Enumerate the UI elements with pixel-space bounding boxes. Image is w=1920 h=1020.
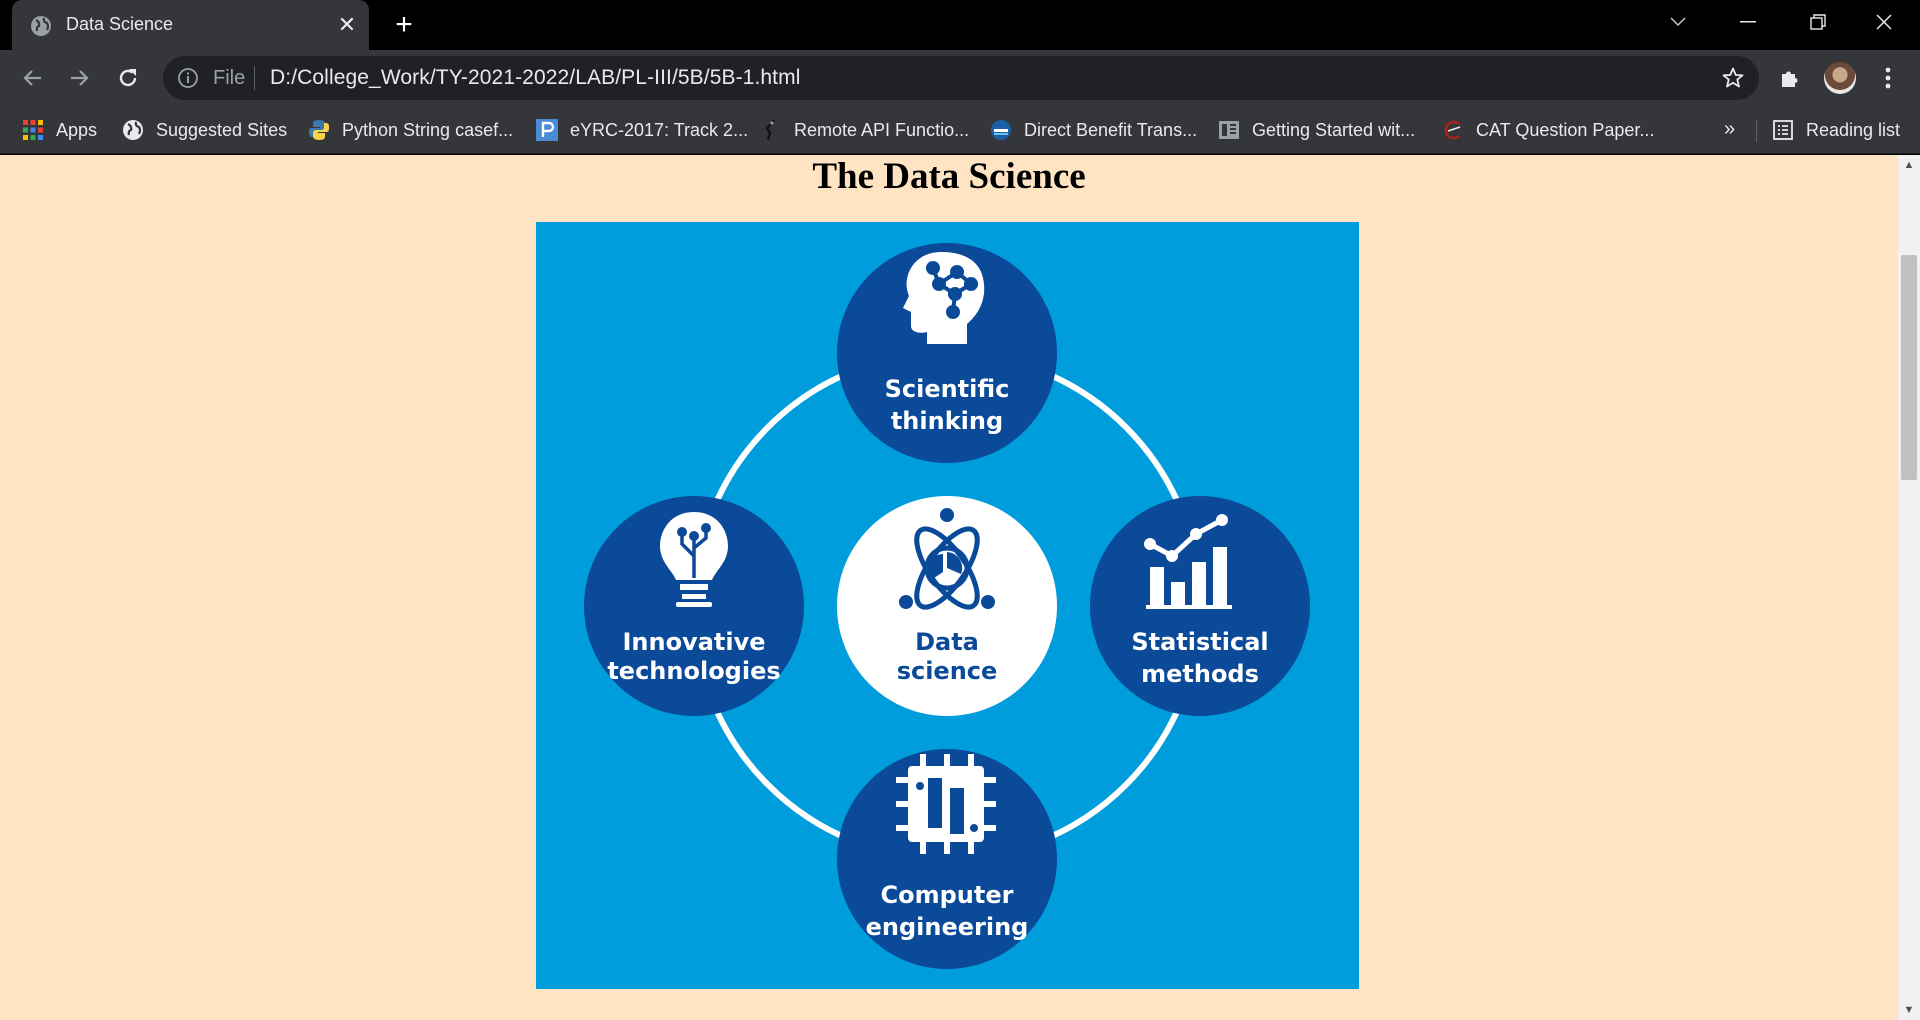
tab-strip: Data Science ✕ + — [0, 0, 1920, 51]
node-label-line1: Computer — [881, 881, 1014, 909]
node-innovative-technologies: Innovative technologies — [584, 496, 804, 716]
page-scrollbar[interactable]: ▲ ▼ — [1898, 155, 1920, 1020]
bookmark-getting-started[interactable]: Getting Started wit... — [1218, 116, 1415, 144]
url-text[interactable]: D:/College_Work/TY-2021-2022/LAB/PL-III/… — [270, 66, 801, 89]
scrollbar-thumb[interactable] — [1901, 255, 1917, 480]
p-logo-icon — [536, 119, 558, 141]
circuit-chip-icon — [896, 754, 996, 854]
globe-icon — [123, 120, 143, 140]
window-close-icon[interactable] — [1852, 0, 1916, 44]
center-label-line2: science — [897, 657, 998, 685]
forward-arrow-icon[interactable] — [62, 60, 98, 96]
tab-title: Data Science — [66, 14, 174, 34]
node-label-line1: Scientific — [885, 375, 1010, 403]
python-icon — [309, 120, 329, 140]
bookmark-cat-question[interactable]: CAT Question Paper... — [1442, 116, 1654, 144]
page-viewport: The Data Science Scientific thinking — [0, 155, 1898, 1020]
bookmark-label: eYRC-2017: Track 2... — [570, 119, 749, 140]
page-title: The Data Science — [812, 156, 1086, 197]
bar-chart-icon — [1144, 514, 1232, 609]
globe-icon — [31, 16, 51, 36]
cat-icon — [1444, 120, 1461, 140]
back-arrow-icon[interactable] — [14, 60, 50, 96]
bookmark-direct-benefit[interactable]: Direct Benefit Trans... — [990, 116, 1197, 144]
kebab-menu-icon[interactable] — [1872, 62, 1904, 94]
scheme-label: File — [213, 67, 246, 89]
bookmark-label: Direct Benefit Trans... — [1024, 119, 1198, 140]
tab-search-icon[interactable] — [1646, 0, 1710, 44]
avatar[interactable] — [1824, 62, 1856, 94]
plus-icon[interactable]: + — [395, 8, 413, 41]
bookmark-remote-api[interactable]: Remote API Functio... — [760, 116, 969, 144]
info-icon[interactable] — [177, 67, 199, 89]
node-label-line2: methods — [1141, 660, 1259, 688]
address-bar[interactable]: File D:/College_Work/TY-2021-2022/LAB/PL… — [163, 56, 1759, 100]
bookmark-apps[interactable]: Apps — [22, 116, 97, 144]
reading-list-button[interactable]: Reading list — [1772, 116, 1900, 144]
node-label-line2: engineering — [866, 913, 1029, 941]
node-label-line2: thinking — [891, 407, 1003, 435]
bookmark-python-string[interactable]: Python String casef... — [308, 116, 513, 144]
dbt-icon — [991, 120, 1011, 140]
bookmark-eyrc[interactable]: eYRC-2017: Track 2... — [536, 116, 748, 144]
node-label-line1: Innovative — [622, 628, 765, 656]
robot-arm-icon — [765, 119, 775, 141]
node-label-line2: technologies — [607, 657, 780, 685]
reload-icon[interactable] — [110, 60, 146, 96]
reading-list-icon — [1773, 120, 1793, 140]
bookmark-label: Python String casef... — [342, 119, 514, 140]
center-data-science: Data science — [837, 496, 1057, 716]
center-label-line1: Data — [915, 628, 979, 656]
doc-icon — [1219, 121, 1239, 139]
scroll-down-arrow-icon[interactable]: ▼ — [1903, 1004, 1915, 1016]
restore-icon[interactable] — [1786, 0, 1850, 44]
bookmark-label: Getting Started wit... — [1252, 119, 1416, 140]
omnibox-divider — [254, 66, 255, 90]
tab-data-science[interactable]: Data Science ✕ — [12, 0, 369, 51]
node-computer-engineering: Computer engineering — [837, 749, 1057, 969]
apps-grid-icon — [23, 120, 43, 140]
star-icon[interactable] — [1721, 66, 1745, 90]
scroll-up-arrow-icon[interactable]: ▲ — [1903, 159, 1915, 171]
bookmark-label: Suggested Sites — [156, 119, 288, 140]
bookmarks-divider — [1756, 120, 1757, 142]
lightbulb-icon — [660, 512, 728, 607]
node-statistical-methods: Statistical methods — [1090, 496, 1310, 716]
bookmarks-overflow-button[interactable]: » — [1724, 118, 1736, 140]
browser-toolbar: File D:/College_Work/TY-2021-2022/LAB/PL… — [0, 50, 1920, 106]
brain-head-icon — [903, 252, 985, 344]
node-scientific-thinking: Scientific thinking — [837, 243, 1057, 463]
bookmark-label: Apps — [56, 119, 98, 140]
bookmark-label: Remote API Functio... — [794, 119, 970, 140]
minimize-icon[interactable] — [1716, 0, 1780, 44]
node-label-line1: Statistical — [1131, 628, 1268, 656]
data-science-diagram: Scientific thinking Statistical methods — [536, 222, 1359, 989]
bookmark-label: CAT Question Paper... — [1476, 119, 1655, 140]
close-icon[interactable]: ✕ — [337, 12, 357, 37]
reading-list-label: Reading list — [1806, 119, 1901, 140]
puzzle-icon[interactable] — [1774, 62, 1806, 94]
bookmarks-bar: Apps Suggested Sites Python String casef… — [0, 106, 1920, 154]
bookmark-suggested-sites[interactable]: Suggested Sites — [122, 116, 287, 144]
